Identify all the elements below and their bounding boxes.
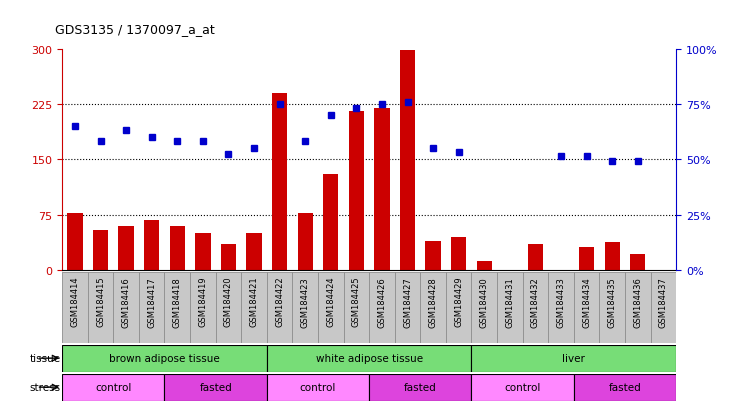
Bar [349, 112, 364, 271]
Bar [93, 230, 108, 271]
FancyBboxPatch shape [318, 273, 344, 343]
Text: GSM184423: GSM184423 [300, 276, 310, 327]
Text: GSM184419: GSM184419 [198, 276, 208, 327]
FancyBboxPatch shape [548, 273, 574, 343]
FancyBboxPatch shape [497, 273, 523, 343]
FancyBboxPatch shape [471, 345, 676, 372]
FancyBboxPatch shape [369, 273, 395, 343]
FancyBboxPatch shape [599, 273, 625, 343]
Bar [477, 262, 492, 271]
Text: fasted: fasted [609, 382, 641, 392]
Text: brown adipose tissue: brown adipose tissue [109, 353, 220, 363]
Bar [630, 254, 645, 271]
FancyBboxPatch shape [420, 273, 446, 343]
Bar [425, 241, 441, 271]
Text: GSM184436: GSM184436 [633, 276, 643, 327]
FancyBboxPatch shape [574, 374, 676, 401]
Text: control: control [300, 382, 336, 392]
FancyBboxPatch shape [62, 345, 267, 372]
FancyBboxPatch shape [369, 374, 471, 401]
Bar [118, 226, 134, 271]
FancyBboxPatch shape [471, 273, 497, 343]
Bar [67, 213, 83, 271]
Text: GSM184432: GSM184432 [531, 276, 540, 327]
Text: GSM184421: GSM184421 [249, 276, 259, 327]
Bar [323, 175, 338, 271]
Text: GDS3135 / 1370097_a_at: GDS3135 / 1370097_a_at [55, 23, 215, 36]
Text: GSM184425: GSM184425 [352, 276, 361, 327]
Bar [605, 242, 620, 271]
Bar [579, 247, 594, 271]
Text: GSM184416: GSM184416 [121, 276, 131, 327]
Text: GSM184415: GSM184415 [96, 276, 105, 327]
Bar [144, 221, 159, 271]
FancyBboxPatch shape [267, 374, 369, 401]
Text: control: control [95, 382, 132, 392]
FancyBboxPatch shape [267, 345, 471, 372]
Text: GSM184424: GSM184424 [326, 276, 336, 327]
Bar [298, 213, 313, 271]
FancyBboxPatch shape [574, 273, 599, 343]
FancyBboxPatch shape [62, 374, 164, 401]
FancyBboxPatch shape [651, 273, 676, 343]
Text: fasted: fasted [404, 382, 436, 392]
Text: white adipose tissue: white adipose tissue [316, 353, 423, 363]
Text: GSM184437: GSM184437 [659, 276, 668, 327]
Text: GSM184420: GSM184420 [224, 276, 233, 327]
Text: GSM184427: GSM184427 [403, 276, 412, 327]
FancyBboxPatch shape [344, 273, 369, 343]
FancyBboxPatch shape [395, 273, 420, 343]
Text: GSM184426: GSM184426 [377, 276, 387, 327]
Bar [400, 51, 415, 271]
Text: GSM184430: GSM184430 [480, 276, 489, 327]
Text: stress: stress [30, 382, 61, 392]
FancyBboxPatch shape [164, 374, 267, 401]
FancyBboxPatch shape [190, 273, 216, 343]
Bar [528, 245, 543, 271]
Bar [374, 109, 390, 271]
FancyBboxPatch shape [241, 273, 267, 343]
Text: GSM184435: GSM184435 [607, 276, 617, 327]
Text: GSM184422: GSM184422 [275, 276, 284, 327]
FancyBboxPatch shape [88, 273, 113, 343]
FancyBboxPatch shape [216, 273, 241, 343]
Text: GSM184414: GSM184414 [70, 276, 80, 327]
Text: GSM184434: GSM184434 [582, 276, 591, 327]
Text: count: count [90, 412, 119, 413]
Bar [246, 234, 262, 271]
Text: fasted: fasted [200, 382, 232, 392]
Text: liver: liver [562, 353, 586, 363]
Text: GSM184418: GSM184418 [173, 276, 182, 327]
Bar [451, 237, 466, 271]
Text: control: control [504, 382, 541, 392]
FancyBboxPatch shape [139, 273, 164, 343]
Text: GSM184431: GSM184431 [505, 276, 515, 327]
FancyBboxPatch shape [446, 273, 471, 343]
Text: GSM184433: GSM184433 [556, 276, 566, 327]
Text: tissue: tissue [30, 353, 61, 363]
FancyBboxPatch shape [523, 273, 548, 343]
FancyBboxPatch shape [625, 273, 651, 343]
FancyBboxPatch shape [113, 273, 139, 343]
Bar [195, 234, 211, 271]
Text: GSM184417: GSM184417 [147, 276, 156, 327]
FancyBboxPatch shape [164, 273, 190, 343]
Bar [170, 226, 185, 271]
Bar [221, 245, 236, 271]
Bar [272, 94, 287, 271]
Text: ■: ■ [69, 411, 81, 413]
FancyBboxPatch shape [471, 374, 574, 401]
Text: GSM184429: GSM184429 [454, 276, 463, 327]
FancyBboxPatch shape [292, 273, 318, 343]
FancyBboxPatch shape [62, 273, 88, 343]
FancyBboxPatch shape [267, 273, 292, 343]
Text: GSM184428: GSM184428 [428, 276, 438, 327]
